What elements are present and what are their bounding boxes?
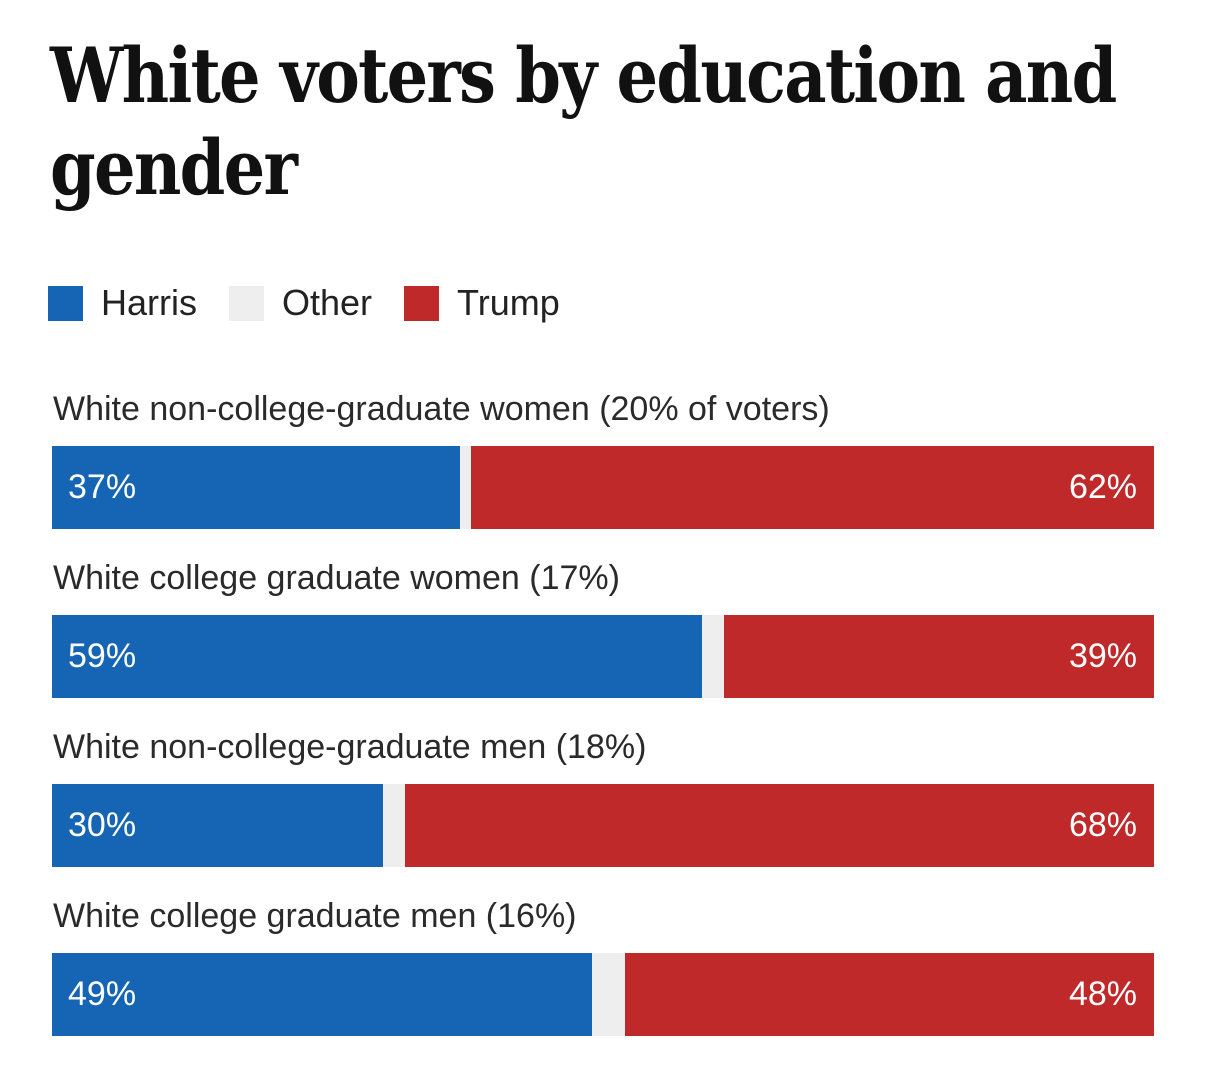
bar-track: 37% 62% xyxy=(52,446,1154,529)
data-label-harris: 49% xyxy=(68,975,137,1013)
legend-item-trump: Trump xyxy=(404,282,560,324)
row-label: White college graduate women (17%) xyxy=(53,559,620,597)
legend-swatch-trump xyxy=(404,285,440,321)
bar-track: 59% 39% xyxy=(52,615,1154,698)
legend-swatch-other xyxy=(229,285,264,321)
bar-trump xyxy=(724,615,1154,698)
row-label: White non-college-graduate women (20% of… xyxy=(53,390,830,428)
legend-item-harris: Harris xyxy=(48,282,197,324)
row-label: White college graduate men (16%) xyxy=(53,897,577,935)
row-label: White non-college-graduate men (18%) xyxy=(53,728,647,766)
data-label-harris: 30% xyxy=(68,806,137,844)
bar-harris xyxy=(52,784,383,867)
legend-label-trump: Trump xyxy=(457,282,560,323)
bar-trump xyxy=(470,446,1154,529)
data-label-harris: 59% xyxy=(68,637,137,675)
legend-item-other: Other xyxy=(229,282,372,324)
bar-trump xyxy=(404,784,1154,867)
bar-track: 49% 48% xyxy=(52,953,1154,1036)
bar-harris xyxy=(52,446,460,529)
chart-title: White voters by education and gender xyxy=(50,31,1117,212)
data-label-harris: 37% xyxy=(68,468,137,506)
legend-swatch-harris xyxy=(48,285,83,321)
data-label-trump: 39% xyxy=(1068,637,1137,675)
data-label-trump: 48% xyxy=(1068,975,1137,1013)
bar-harris xyxy=(52,953,592,1036)
data-label-trump: 68% xyxy=(1068,806,1137,844)
bar-trump xyxy=(625,953,1154,1036)
bar-harris xyxy=(52,615,703,698)
bar-track: 30% 68% xyxy=(52,784,1154,867)
legend: Harris Other Trump xyxy=(48,282,592,324)
data-label-trump: 62% xyxy=(1068,468,1137,506)
legend-label-harris: Harris xyxy=(101,282,197,323)
legend-label-other: Other xyxy=(282,282,373,323)
